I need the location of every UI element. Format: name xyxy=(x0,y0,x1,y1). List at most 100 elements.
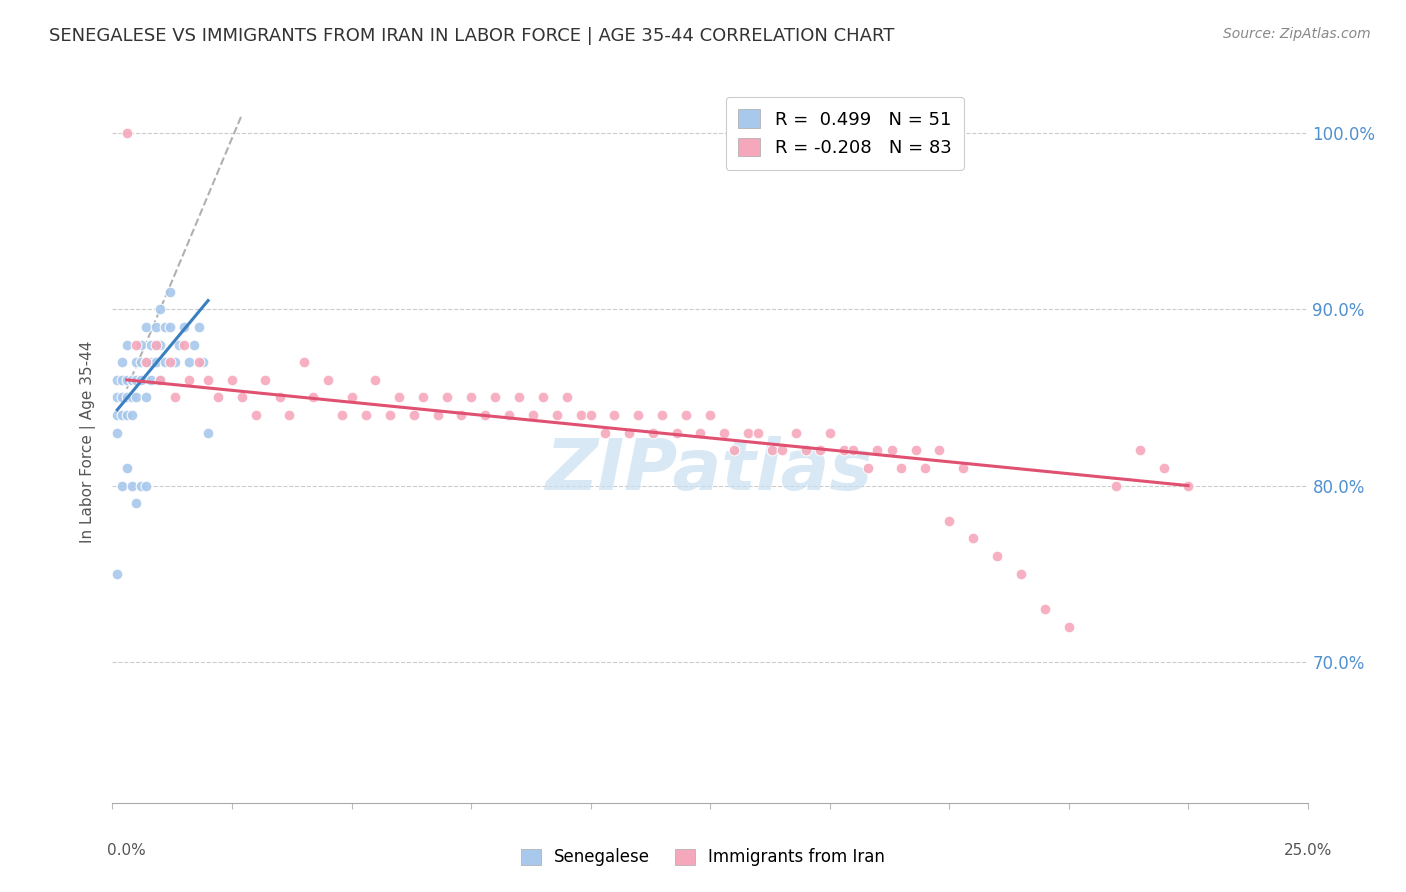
Point xyxy=(617,425,640,440)
Point xyxy=(149,302,172,317)
Point xyxy=(149,373,172,387)
Point xyxy=(531,391,554,405)
Text: 25.0%: 25.0% xyxy=(1284,843,1331,858)
Point xyxy=(808,443,831,458)
Point xyxy=(121,478,143,492)
Point xyxy=(125,391,148,405)
Point xyxy=(675,408,697,422)
Text: 0.0%: 0.0% xyxy=(107,843,146,858)
Point xyxy=(245,408,267,422)
Point xyxy=(129,337,152,351)
Point xyxy=(603,408,626,422)
Point xyxy=(856,461,879,475)
Legend: R =  0.499   N = 51, R = -0.208   N = 83: R = 0.499 N = 51, R = -0.208 N = 83 xyxy=(725,96,965,169)
Point xyxy=(818,425,841,440)
Text: Source: ZipAtlas.com: Source: ZipAtlas.com xyxy=(1223,27,1371,41)
Point xyxy=(129,478,152,492)
Point xyxy=(641,425,664,440)
Point xyxy=(928,443,950,458)
Point xyxy=(904,443,927,458)
Point xyxy=(832,443,855,458)
Point xyxy=(135,355,157,369)
Point xyxy=(121,408,143,422)
Point xyxy=(105,425,128,440)
Point xyxy=(139,373,162,387)
Point xyxy=(149,373,172,387)
Point xyxy=(737,425,759,440)
Point xyxy=(129,355,152,369)
Point xyxy=(770,443,793,458)
Point xyxy=(388,391,411,405)
Point xyxy=(340,391,363,405)
Point xyxy=(115,408,138,422)
Point xyxy=(938,514,960,528)
Y-axis label: In Labor Force | Age 35-44: In Labor Force | Age 35-44 xyxy=(80,341,96,542)
Point xyxy=(1010,566,1032,581)
Point xyxy=(111,355,134,369)
Point xyxy=(450,408,472,422)
Point xyxy=(145,355,167,369)
Point xyxy=(111,373,134,387)
Point xyxy=(125,355,148,369)
Point xyxy=(115,391,138,405)
Point xyxy=(651,408,673,422)
Point xyxy=(498,408,520,422)
Point xyxy=(145,337,167,351)
Point xyxy=(153,355,176,369)
Point xyxy=(187,355,209,369)
Point xyxy=(125,496,148,510)
Point xyxy=(269,391,291,405)
Point xyxy=(149,337,172,351)
Text: ZIPatlas: ZIPatlas xyxy=(547,436,873,505)
Point xyxy=(1057,619,1080,633)
Point xyxy=(699,408,721,422)
Point xyxy=(484,391,506,405)
Point xyxy=(508,391,530,405)
Point xyxy=(555,391,578,405)
Point xyxy=(115,373,138,387)
Point xyxy=(689,425,711,440)
Point xyxy=(121,391,143,405)
Point xyxy=(169,337,191,351)
Point xyxy=(627,408,650,422)
Point xyxy=(183,337,205,351)
Point xyxy=(761,443,783,458)
Point xyxy=(460,391,482,405)
Point xyxy=(173,320,195,334)
Point xyxy=(129,373,152,387)
Point xyxy=(163,355,186,369)
Point xyxy=(177,355,200,369)
Point xyxy=(302,391,325,405)
Point xyxy=(866,443,889,458)
Point xyxy=(842,443,865,458)
Point xyxy=(105,373,128,387)
Point xyxy=(111,391,134,405)
Point xyxy=(278,408,301,422)
Point xyxy=(593,425,616,440)
Point xyxy=(890,461,912,475)
Point xyxy=(105,408,128,422)
Point xyxy=(121,373,143,387)
Point xyxy=(159,320,181,334)
Point xyxy=(135,391,157,405)
Point xyxy=(177,373,200,387)
Point xyxy=(231,391,253,405)
Point xyxy=(159,285,181,299)
Point xyxy=(1177,478,1199,492)
Point xyxy=(135,478,157,492)
Point xyxy=(115,461,138,475)
Point xyxy=(330,408,353,422)
Point xyxy=(173,337,195,351)
Point xyxy=(153,320,176,334)
Point xyxy=(579,408,602,422)
Point xyxy=(474,408,496,422)
Legend: Senegalese, Immigrants from Iran: Senegalese, Immigrants from Iran xyxy=(512,840,894,875)
Point xyxy=(1129,443,1152,458)
Point xyxy=(952,461,974,475)
Point xyxy=(159,355,181,369)
Point xyxy=(962,532,984,546)
Point xyxy=(1153,461,1175,475)
Point xyxy=(105,566,128,581)
Point xyxy=(254,373,277,387)
Point xyxy=(221,373,243,387)
